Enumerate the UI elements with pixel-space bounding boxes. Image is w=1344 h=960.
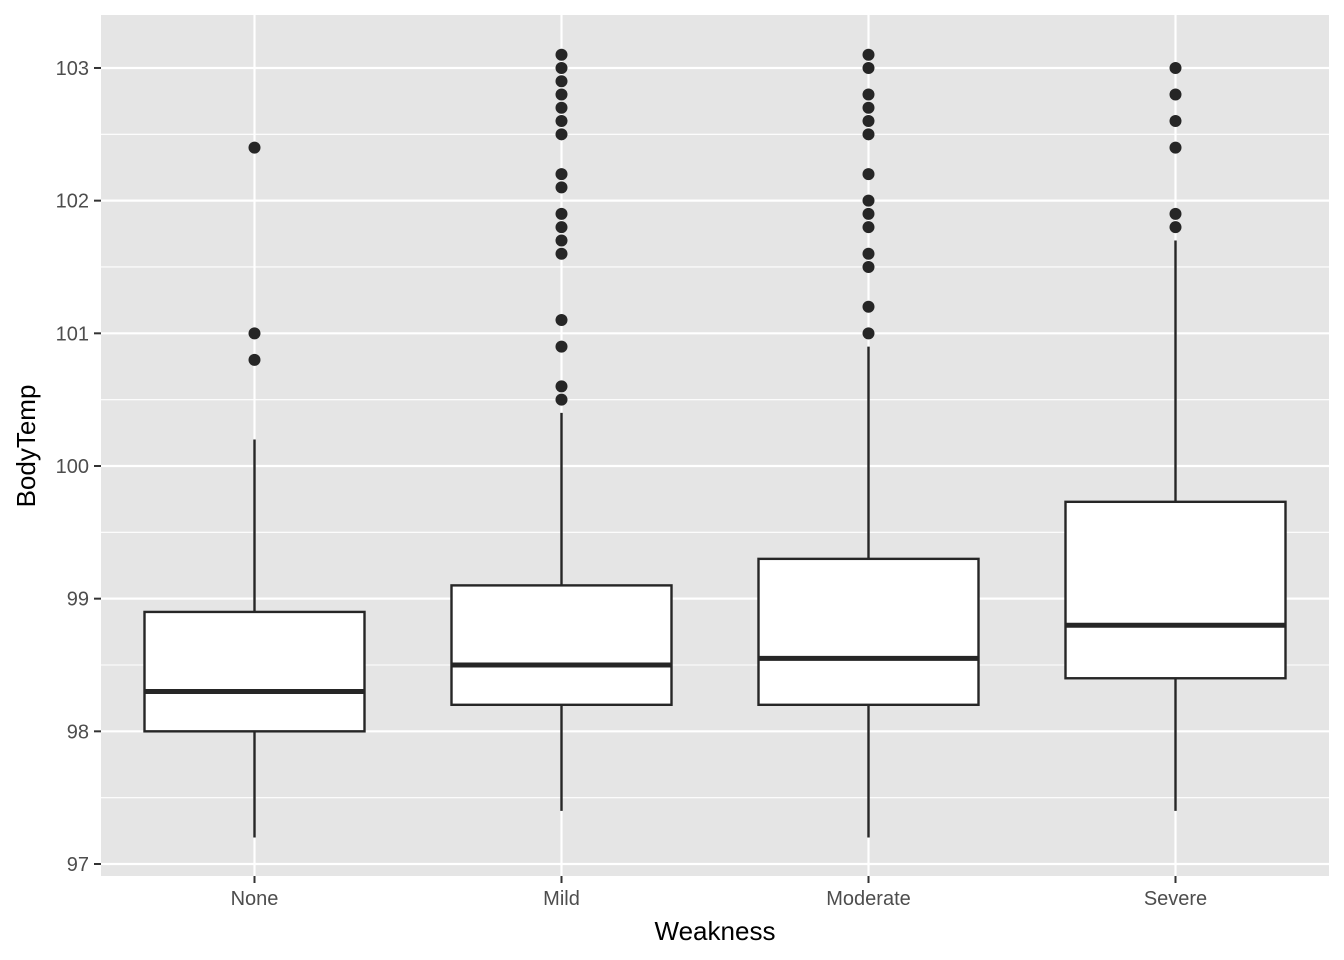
iqr-box: [143, 610, 366, 733]
iqr-box: [450, 584, 673, 706]
outlier-point: [862, 327, 875, 340]
y-tick-label: 103: [56, 58, 89, 80]
box-none: [143, 141, 366, 838]
x-tick-label: Moderate: [826, 888, 911, 910]
iqr-box: [1064, 500, 1287, 680]
outlier-point: [555, 340, 568, 353]
outlier-point: [862, 207, 875, 220]
outlier-point: [555, 247, 568, 260]
outlier-point: [862, 101, 875, 114]
outlier-point: [862, 168, 875, 181]
y-axis: 97 98 99 100 101 102 103: [56, 58, 101, 876]
outlier-point: [862, 115, 875, 128]
outlier-point: [555, 234, 568, 247]
outlier-point: [555, 380, 568, 393]
outlier-point: [248, 353, 261, 366]
outlier-point: [862, 194, 875, 207]
outlier-point: [862, 260, 875, 273]
outlier-point: [555, 314, 568, 327]
outlier-point: [1169, 88, 1182, 101]
boxes-layer: [143, 48, 1287, 838]
y-axis-title: BodyTemp: [11, 385, 41, 508]
outlier-point: [555, 128, 568, 141]
outlier-point: [555, 75, 568, 88]
y-tick-label: 101: [56, 323, 89, 345]
outlier-point: [862, 61, 875, 74]
iqr-box: [757, 557, 980, 706]
outlier-point: [862, 247, 875, 260]
y-tick-label: 98: [67, 721, 89, 743]
outlier-point: [862, 48, 875, 61]
outlier-point: [862, 221, 875, 234]
outlier-point: [555, 115, 568, 128]
x-tick-label: Severe: [1144, 888, 1207, 910]
x-axis: None Mild Moderate Severe: [231, 876, 1207, 910]
x-tick-label: None: [231, 888, 279, 910]
outlier-point: [1169, 207, 1182, 220]
outlier-point: [248, 141, 261, 154]
outlier-point: [555, 48, 568, 61]
outlier-point: [555, 101, 568, 114]
outlier-point: [555, 221, 568, 234]
outlier-point: [555, 393, 568, 406]
box-severe: [1064, 61, 1287, 811]
y-tick-label: 97: [67, 854, 89, 876]
box-moderate: [757, 48, 980, 838]
outlier-point: [555, 207, 568, 220]
y-tick-label: 100: [56, 456, 89, 478]
outlier-point: [555, 181, 568, 194]
outlier-point: [555, 88, 568, 101]
x-axis-title: Weakness: [655, 916, 776, 946]
outlier-point: [862, 128, 875, 141]
box-mild: [450, 48, 673, 811]
outlier-point: [248, 327, 261, 340]
outlier-point: [1169, 61, 1182, 74]
outlier-point: [1169, 141, 1182, 154]
y-tick-label: 99: [67, 589, 89, 611]
outlier-point: [1169, 221, 1182, 234]
outlier-point: [555, 61, 568, 74]
outlier-point: [862, 88, 875, 101]
y-tick-label: 102: [56, 191, 89, 213]
x-tick-label: Mild: [543, 888, 580, 910]
outlier-point: [555, 168, 568, 181]
outlier-point: [1169, 115, 1182, 128]
outlier-point: [862, 300, 875, 313]
plot-panel: [101, 15, 1329, 876]
